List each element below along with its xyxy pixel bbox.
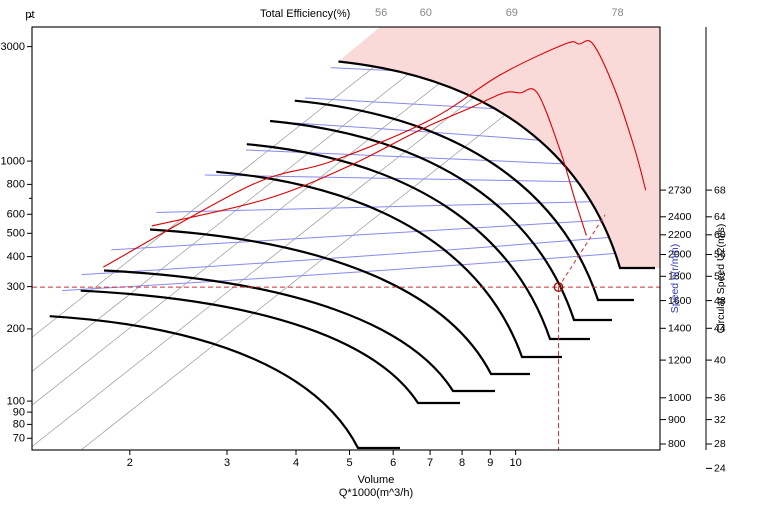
svg-text:3: 3 [224, 457, 230, 469]
svg-text:300: 300 [7, 281, 25, 293]
svg-text:2: 2 [127, 457, 133, 469]
svg-text:7: 7 [427, 457, 433, 469]
svg-text:40: 40 [714, 354, 726, 366]
svg-text:24: 24 [714, 463, 726, 475]
svg-text:8: 8 [459, 457, 465, 469]
svg-text:28: 28 [714, 438, 726, 450]
svg-text:800: 800 [7, 179, 25, 191]
svg-text:2730: 2730 [668, 184, 692, 196]
svg-text:3000: 3000 [1, 41, 25, 53]
svg-text:1000: 1000 [1, 155, 25, 167]
svg-text:Q*1000(m^3/h): Q*1000(m^3/h) [339, 487, 413, 499]
svg-text:64: 64 [714, 211, 726, 223]
svg-text:600: 600 [7, 209, 25, 221]
svg-text:1200: 1200 [668, 354, 692, 366]
svg-text:2200: 2200 [668, 229, 692, 241]
svg-text:9: 9 [487, 457, 493, 469]
svg-text:200: 200 [7, 323, 25, 335]
svg-text:400: 400 [7, 251, 25, 263]
svg-text:36: 36 [714, 392, 726, 404]
svg-text:5: 5 [346, 457, 352, 469]
svg-text:2400: 2400 [668, 211, 692, 223]
svg-text:4: 4 [293, 457, 299, 469]
svg-text:56: 56 [375, 7, 387, 19]
svg-text:70: 70 [13, 433, 25, 445]
svg-text:69: 69 [506, 7, 518, 19]
svg-text:500: 500 [7, 228, 25, 240]
svg-text:Volume: Volume [358, 474, 395, 486]
svg-text:800: 800 [668, 438, 686, 450]
svg-text:78: 78 [611, 7, 623, 19]
svg-text:90: 90 [13, 406, 25, 418]
svg-text:60: 60 [420, 7, 432, 19]
svg-text:Circular Speed U2(m/s): Circular Speed U2(m/s) [715, 224, 727, 334]
svg-text:1000: 1000 [668, 392, 692, 404]
svg-text:Total Efficiency(%): Total Efficiency(%) [260, 8, 350, 20]
svg-text:68: 68 [714, 184, 726, 196]
svg-text:10: 10 [509, 457, 521, 469]
svg-text:80: 80 [13, 419, 25, 431]
svg-text:1400: 1400 [668, 323, 692, 335]
svg-text:32: 32 [714, 414, 726, 426]
svg-text:pt: pt [25, 9, 34, 21]
svg-text:6: 6 [390, 457, 396, 469]
svg-text:Speed n(r/min): Speed n(r/min) [669, 244, 681, 313]
svg-text:900: 900 [668, 414, 686, 426]
